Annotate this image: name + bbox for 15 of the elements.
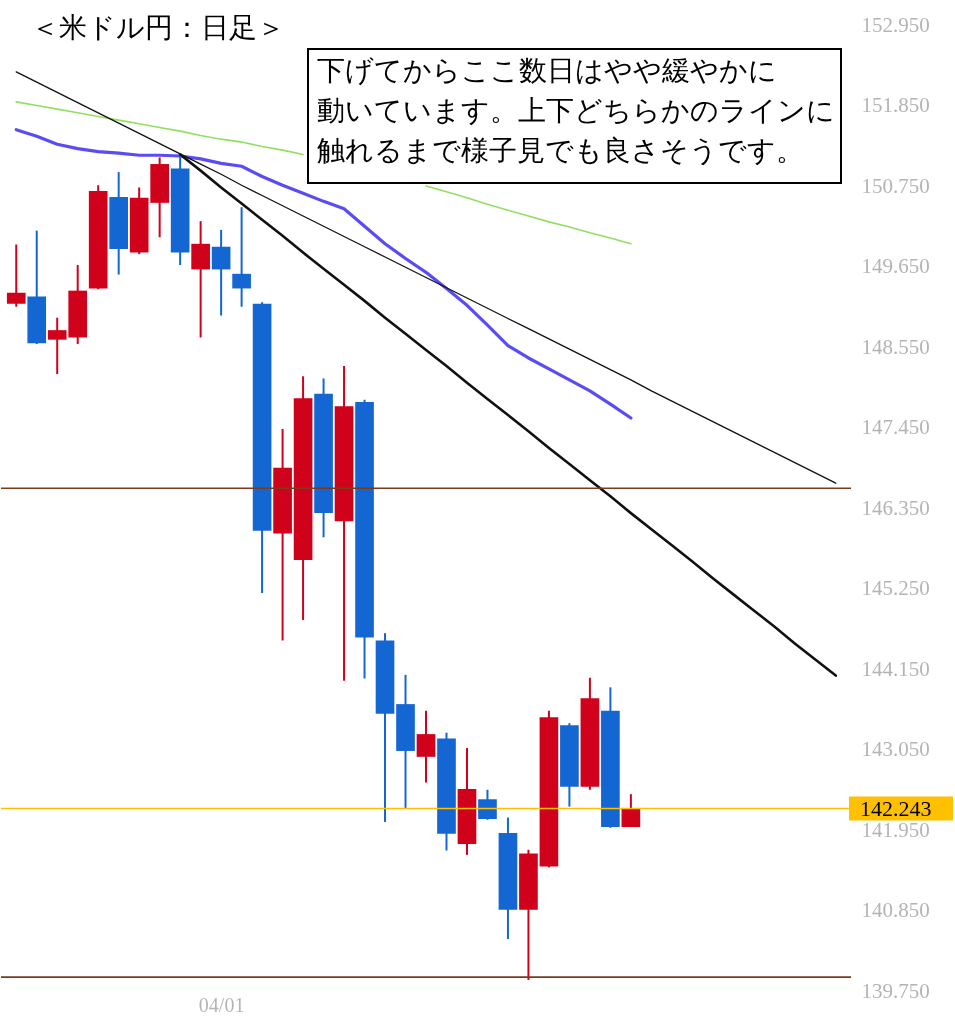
y-tick-label: 143.050	[861, 737, 930, 761]
y-tick-label: 148.550	[861, 334, 930, 359]
y-tick-label: 147.450	[861, 415, 930, 439]
y-tick-label: 149.650	[861, 254, 930, 278]
y-tick-label: 151.850	[861, 93, 930, 117]
y-tick-label: 152.950	[861, 12, 930, 37]
y-tick-label: 139.750	[861, 978, 930, 1003]
y-tick-label: 144.150	[861, 656, 930, 681]
y-tick-label: 140.850	[861, 898, 930, 922]
chart-title: ＜米ドル円：日足＞	[31, 11, 285, 44]
y-tick-label: 146.350	[861, 495, 930, 520]
annotation: 下げてからここ数日はやや緩やかに動いています。上下どちらかのラインに触れるまで様子見でも良さそうです。	[317, 54, 835, 167]
y-tick-label: 145.250	[861, 576, 930, 600]
y-tick-label: 150.750	[861, 173, 930, 198]
x-tick-label: 04/01	[198, 993, 245, 1016]
